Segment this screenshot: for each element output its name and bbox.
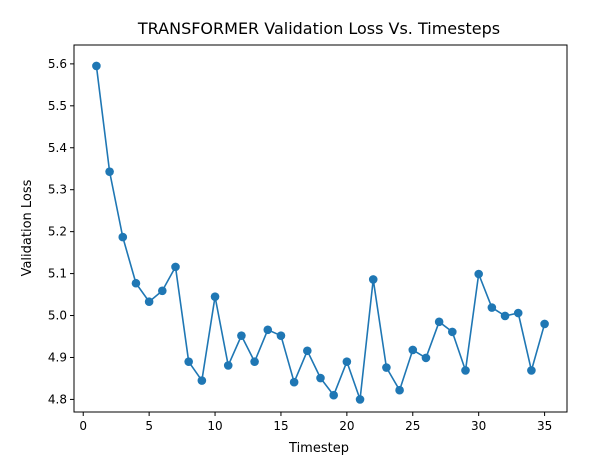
data-point <box>131 278 141 288</box>
data-point <box>329 390 338 400</box>
y-tick-label: 4.8 <box>48 392 67 406</box>
data-point <box>118 232 128 242</box>
data-point <box>158 286 167 296</box>
series-layer <box>92 61 549 404</box>
data-point <box>263 325 273 335</box>
x-tick-label: 30 <box>471 419 486 433</box>
y-tick-label: 5.0 <box>48 309 67 323</box>
data-point <box>223 361 233 370</box>
data-point <box>395 385 404 395</box>
x-tick-label: 5 <box>145 419 153 433</box>
data-point <box>303 346 312 356</box>
x-tick-label: 20 <box>339 419 354 433</box>
y-tick-label: 4.9 <box>48 350 67 364</box>
series-line <box>95 65 546 400</box>
data-point <box>474 269 483 279</box>
data-point <box>540 319 549 329</box>
data-point <box>527 366 536 375</box>
data-point <box>382 363 391 372</box>
data-point <box>316 373 325 383</box>
data-point <box>461 366 470 375</box>
y-tick-label: 5.3 <box>48 183 67 197</box>
data-point <box>434 317 444 327</box>
data-point <box>105 167 114 176</box>
data-point <box>289 377 299 387</box>
data-point <box>421 353 431 363</box>
x-axis-label: Timestep <box>288 441 349 456</box>
y-axis-label: Validation Loss <box>20 179 35 276</box>
data-point <box>197 376 207 385</box>
x-tick-label: 10 <box>207 419 222 433</box>
x-tick-label: 25 <box>405 419 420 433</box>
x-tick-label: 0 <box>79 419 87 433</box>
data-point <box>487 303 497 312</box>
data-point <box>500 311 510 321</box>
data-point <box>237 331 246 340</box>
data-point <box>92 61 101 71</box>
x-tick-label: 35 <box>537 419 552 433</box>
y-tick-label: 5.1 <box>48 267 67 281</box>
y-axis-ticks: 4.8 4.9 5.0 5.1 5.2 5.3 5.4 5.5 5.6 <box>48 57 74 406</box>
data-point <box>513 308 523 318</box>
x-axis-ticks: 0 5 10 15 20 25 30 35 <box>79 412 552 433</box>
data-point <box>448 327 457 337</box>
data-point <box>342 357 352 366</box>
y-tick-label: 5.6 <box>48 57 67 71</box>
data-point <box>408 345 418 355</box>
plot-frame <box>73 44 568 413</box>
data-point <box>144 297 154 306</box>
data-point <box>250 357 259 366</box>
y-tick-label: 5.5 <box>48 99 67 113</box>
data-point <box>355 395 365 404</box>
data-point <box>171 262 180 272</box>
data-point <box>368 275 378 284</box>
y-tick-label: 5.4 <box>48 141 67 155</box>
y-tick-label: 5.2 <box>48 225 67 239</box>
data-point <box>276 331 286 340</box>
chart-title: TRANSFORMER Validation Loss Vs. Timestep… <box>137 19 500 38</box>
data-point <box>210 292 220 301</box>
data-point <box>184 357 193 366</box>
x-tick-label: 15 <box>273 419 288 433</box>
